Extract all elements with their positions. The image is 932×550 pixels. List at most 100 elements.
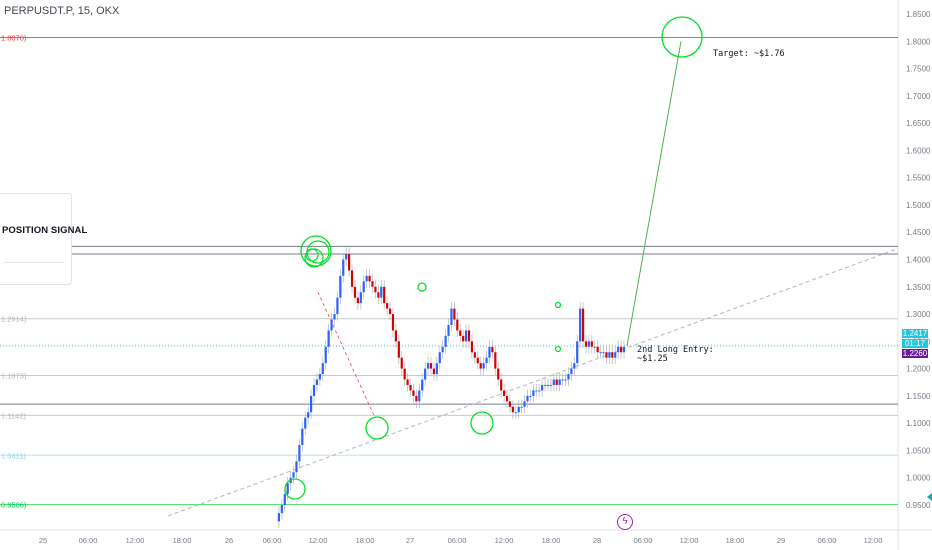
x-tick-label: 25 (39, 536, 47, 545)
candle-body (377, 292, 380, 298)
candle-body (541, 384, 544, 391)
candle-body (579, 308, 582, 342)
candle-body (359, 292, 362, 304)
x-tick-label: 12:00 (495, 536, 514, 545)
candle-body (356, 297, 359, 304)
candle-body (459, 330, 462, 336)
y-tick-label: 1.3000 (906, 310, 931, 319)
candle-body (567, 374, 570, 380)
lightning-icon[interactable]: ϟ (617, 514, 633, 530)
candle-body (526, 395, 529, 402)
candle-body (462, 335, 465, 342)
signal-circle (305, 248, 319, 262)
candle-body (397, 341, 400, 358)
candle-body (529, 395, 532, 397)
x-tick-label: 29 (777, 536, 785, 545)
candle-body (350, 270, 354, 287)
candle-body (590, 341, 593, 347)
level-label: 1.1873) (1, 372, 27, 381)
candle-body (409, 384, 412, 391)
candle-body (339, 275, 342, 298)
candle-body (602, 352, 605, 354)
candle-body (584, 341, 588, 347)
candle-body (561, 379, 564, 381)
candle-body (315, 379, 319, 385)
y-tick-label: 1.6000 (906, 146, 931, 155)
candle-body (456, 319, 459, 331)
countdown-tag: 01:17 (902, 339, 928, 348)
candle-body (444, 335, 447, 347)
candle-body (491, 346, 494, 353)
candle-body (304, 417, 307, 429)
candle-body (573, 363, 576, 369)
y-tick-label: 1.7000 (906, 92, 931, 101)
x-tick-label: 18:00 (726, 536, 745, 545)
candle-body (608, 352, 611, 358)
y-tick-label: 1.5500 (906, 174, 931, 183)
candle-body (388, 308, 392, 315)
candle-body (453, 308, 456, 320)
candle-body (467, 330, 471, 342)
signal-circle (306, 240, 330, 264)
candle-body (280, 505, 283, 514)
candle-body (365, 275, 368, 282)
candle-body (497, 368, 500, 380)
candle-body (488, 346, 491, 358)
candle-body (295, 461, 298, 473)
candle-body (286, 483, 289, 495)
candle-body (619, 346, 623, 353)
candle-body (464, 330, 468, 342)
close-price-tag: 1.2260 (902, 349, 928, 358)
x-tick-label: 06:00 (79, 536, 98, 545)
candle-body (476, 357, 479, 364)
candle-body (558, 379, 561, 385)
symbol-label: PERPUSDT.P, 15, OKX (4, 5, 120, 17)
target-annotation: Target: ~$1.76 (713, 49, 785, 59)
y-tick-label: 1.1500 (906, 392, 931, 401)
candle-body (292, 472, 295, 478)
candle-body (371, 281, 374, 287)
candle-body (538, 390, 541, 392)
candle-body (514, 412, 517, 414)
position-signal-panel (0, 193, 72, 285)
y-tick-label: 1.1000 (906, 419, 931, 428)
candle-body (450, 308, 453, 325)
signal-circle (300, 235, 332, 267)
candle-body (611, 352, 614, 358)
candle-body (552, 379, 555, 385)
candle-body (298, 444, 301, 462)
x-tick-label: 06:00 (263, 536, 282, 545)
y-tick-label: 1.8000 (906, 37, 931, 46)
level-label: 1.2914) (1, 315, 27, 324)
y-tick-label: 1.4000 (906, 256, 931, 265)
candle-body (485, 357, 488, 364)
candle-body (348, 254, 351, 271)
candle-body (336, 297, 339, 315)
candle-body (435, 363, 438, 375)
candle-body (517, 406, 520, 413)
candle-body (307, 412, 310, 418)
entry-annotation-price: ~$1.25 (637, 354, 668, 364)
candle-body (426, 363, 430, 369)
signal-circle (554, 345, 562, 353)
candle-body (605, 352, 608, 358)
candle-body (362, 281, 365, 293)
candle-body (520, 406, 523, 408)
candle-body (555, 379, 558, 385)
candle-body (508, 401, 512, 407)
level-label: 0.9506) (1, 501, 27, 510)
x-tick-label: 12:00 (864, 536, 883, 545)
candle-body (576, 341, 579, 364)
x-tick-label: 06:00 (634, 536, 653, 545)
candle-body (593, 346, 596, 348)
panel-divider (4, 262, 64, 263)
signal-circle (661, 16, 703, 58)
projection-line (626, 41, 682, 346)
candle-body (532, 390, 535, 396)
signal-circle (417, 282, 427, 292)
x-tick-label: 27 (406, 536, 414, 545)
candle-body (494, 352, 497, 369)
x-tick-label: 06:00 (448, 536, 467, 545)
